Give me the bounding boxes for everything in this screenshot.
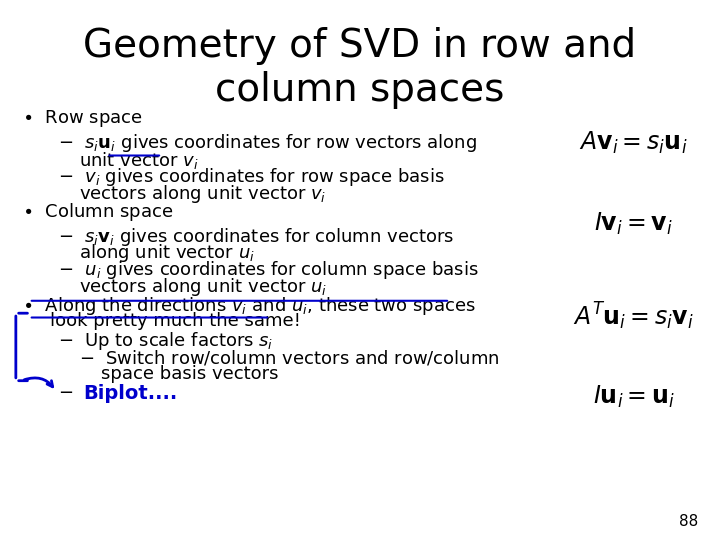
Text: unit vector $\mathit{v}_i$: unit vector $\mathit{v}_i$ [79, 150, 199, 171]
Text: space basis vectors: space basis vectors [101, 365, 279, 383]
Text: $\bullet$  Row space: $\bullet$ Row space [22, 108, 142, 129]
Text: $-$: $-$ [58, 384, 81, 402]
Text: $\bullet$  Along the directions $\mathit{v}_i$ and $\mathbf{\mathit{u}}_i$, thes: $\bullet$ Along the directions $\mathit{… [22, 295, 475, 317]
Text: $-$  Up to scale factors $s_i$: $-$ Up to scale factors $s_i$ [58, 330, 273, 353]
Text: look pretty much the same!: look pretty much the same! [50, 312, 301, 329]
Text: $-$  $s_i\mathbf{v}_i$ gives coordinates for column vectors: $-$ $s_i\mathbf{v}_i$ gives coordinates … [58, 226, 454, 248]
Text: $-$  Switch row/column vectors and row/column: $-$ Switch row/column vectors and row/co… [79, 348, 500, 367]
Text: $\bullet$  Column space: $\bullet$ Column space [22, 201, 173, 224]
Text: vectors along unit vector $\mathit{v}_i$: vectors along unit vector $\mathit{v}_i$ [79, 183, 326, 205]
Text: $-$  $\mathit{v}_i$ gives coordinates for row space basis: $-$ $\mathit{v}_i$ gives coordinates for… [58, 166, 444, 188]
Text: $-$  $s_i\mathbf{u}_i$ gives coordinates for row vectors along: $-$ $s_i\mathbf{u}_i$ gives coordinates … [58, 132, 477, 154]
Text: $A\mathbf{v}_i = s_i\mathbf{u}_i$: $A\mathbf{v}_i = s_i\mathbf{u}_i$ [580, 130, 688, 156]
Text: $I\mathbf{u}_i = \mathbf{u}_i$: $I\mathbf{u}_i = \mathbf{u}_i$ [593, 384, 675, 410]
Text: $A^T\mathbf{u}_i = s_i\mathbf{v}_i$: $A^T\mathbf{u}_i = s_i\mathbf{v}_i$ [573, 300, 694, 332]
Text: Biplot....: Biplot.... [83, 384, 177, 403]
Text: Geometry of SVD in row and
column spaces: Geometry of SVD in row and column spaces [84, 27, 636, 109]
Text: vectors along unit vector $\mathbf{\mathit{u}}_i$: vectors along unit vector $\mathbf{\math… [79, 276, 328, 298]
Text: 88: 88 [679, 514, 698, 529]
Text: $-$  $\mathbf{\mathit{u}}_i$ gives coordinates for column space basis: $-$ $\mathbf{\mathit{u}}_i$ gives coordi… [58, 259, 478, 281]
Text: $I\mathbf{v}_i = \mathbf{v}_i$: $I\mathbf{v}_i = \mathbf{v}_i$ [594, 211, 673, 237]
Text: along unit vector $\mathbf{\mathit{u}}_i$: along unit vector $\mathbf{\mathit{u}}_i… [79, 242, 256, 265]
